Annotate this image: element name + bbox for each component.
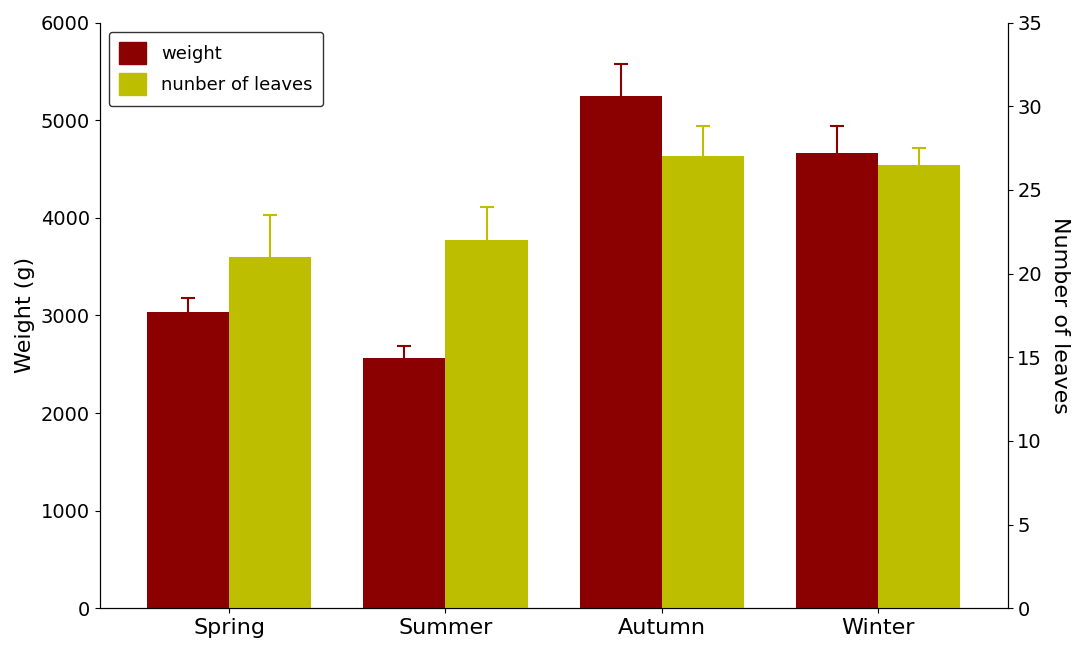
Bar <box>446 240 527 609</box>
Bar <box>579 96 662 609</box>
Bar <box>662 156 744 609</box>
Y-axis label: Weight (g): Weight (g) <box>15 257 35 374</box>
Bar <box>229 257 311 609</box>
Bar <box>795 153 878 609</box>
Bar <box>148 312 229 609</box>
Bar <box>878 165 960 609</box>
Legend: weight, nunber of leaves: weight, nunber of leaves <box>108 31 323 106</box>
Y-axis label: Number of leaves: Number of leaves <box>1050 217 1070 414</box>
Bar <box>363 358 446 609</box>
